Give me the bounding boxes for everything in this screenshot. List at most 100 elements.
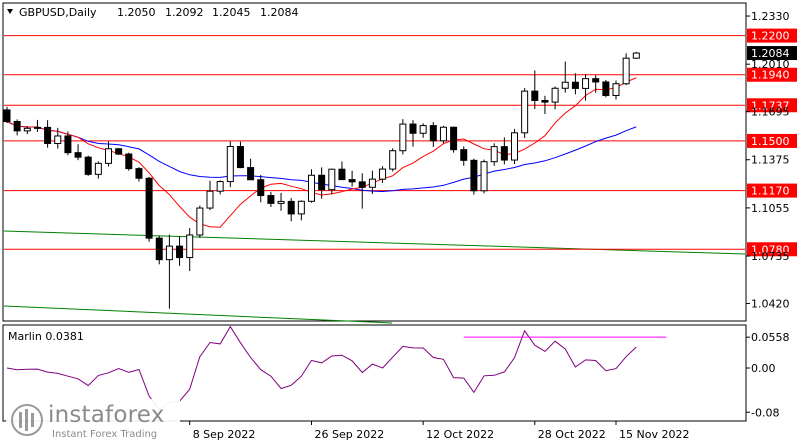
candle-body-bear (84, 156, 92, 175)
price-tick-label: 1.1375 (751, 154, 790, 167)
candle (551, 86, 559, 110)
candle-body-bull (511, 132, 518, 161)
candle-body-bull (379, 168, 387, 180)
candle-body-bear (64, 135, 72, 154)
candle-body-bear (115, 148, 123, 155)
candle-body-bear (236, 146, 244, 169)
candle (632, 51, 640, 59)
candle-body-bear (531, 90, 539, 101)
candle-body-bull (165, 245, 173, 261)
green-line-lower (3, 305, 393, 324)
current-price-bg (747, 46, 797, 61)
candle (348, 170, 356, 187)
level-label: 1.1170 (751, 185, 790, 198)
candle-body-bull (612, 83, 620, 96)
candle (287, 198, 295, 222)
level-label-bg (747, 67, 797, 82)
candle (186, 228, 194, 272)
candle-body-bear (3, 109, 11, 123)
current-price-label: 1.2084 (751, 47, 790, 60)
candle-body-bull (216, 181, 224, 192)
main-panel-frame (2, 2, 747, 322)
level-label: 1.1500 (751, 135, 790, 148)
candle (592, 75, 600, 93)
candle (521, 88, 529, 138)
price-tick-label: 1.2330 (751, 10, 790, 23)
candle-body-bear (247, 167, 255, 181)
candle-body-bear (500, 146, 508, 161)
dropdown-arrow-icon[interactable] (7, 9, 13, 14)
candle-body-bull (297, 200, 305, 215)
candle-body-bear (13, 121, 21, 132)
candle (165, 234, 173, 309)
date-label: 8 Sep 2022 (193, 428, 256, 441)
candle (196, 205, 204, 238)
indicator-tick-label: 0.00 (751, 362, 776, 375)
candle (541, 95, 549, 114)
candle-body-bear (125, 153, 133, 170)
candle-body-bear (460, 149, 468, 161)
indicator-tick-label: 0.0558 (751, 331, 790, 344)
candle-body-bull (551, 87, 559, 103)
instaforex-logo-icon (11, 404, 43, 436)
candle (470, 158, 478, 195)
level-label-bg (747, 28, 797, 43)
candle-body-bear (450, 126, 458, 151)
candle-body-bull (480, 161, 488, 192)
candle-body-bull (23, 127, 31, 132)
candle (531, 70, 539, 110)
candle-body-bull (308, 174, 315, 202)
symbol-label: GBPUSD,Daily (19, 6, 97, 19)
candle (54, 127, 62, 149)
candle (480, 159, 488, 194)
candle-body-bull (33, 126, 41, 129)
level-label-bg (747, 133, 797, 148)
green-trend-lines (3, 230, 746, 324)
candle (84, 155, 92, 176)
level-label: 1.2200 (751, 30, 790, 43)
candle (267, 191, 275, 207)
candle (358, 173, 366, 209)
candle (399, 119, 407, 155)
watermark-tagline: Instant Forex Trading (52, 429, 158, 440)
date-label: 15 Nov 2022 (619, 428, 689, 441)
price-tick-label: 1.0420 (751, 297, 790, 310)
candle-body-bear (592, 78, 600, 83)
candle-body-bear (287, 200, 295, 215)
candle-body-bear (409, 123, 417, 134)
candle-body-bull (368, 178, 376, 188)
candle (622, 53, 630, 86)
candle (439, 125, 447, 144)
candle (368, 170, 376, 194)
candle (308, 169, 315, 203)
candle-body-bear (145, 177, 153, 239)
marlin-indicator: 0.0558 0.00 -0.08 (6, 325, 790, 419)
candle-body-bull (521, 90, 529, 134)
marlin-label: Marlin 0.0381 (8, 330, 84, 343)
candle-body-bear (358, 181, 366, 188)
candle-body-bear (602, 81, 610, 96)
candle (23, 126, 31, 135)
candle-body-bull (277, 200, 285, 204)
candle (44, 120, 52, 148)
candlesticks (3, 51, 640, 309)
green-line-upper (3, 230, 746, 255)
candle (226, 141, 234, 188)
marlin-line (6, 325, 637, 411)
candle (500, 137, 508, 165)
close-value: 1.2084 (260, 6, 299, 19)
candle-body-bear (176, 245, 184, 259)
candle-body-bull (582, 78, 590, 89)
candle (409, 120, 417, 147)
level-label: 1.1737 (751, 99, 790, 112)
candle-body-bear (348, 179, 356, 183)
candle-body-bear (155, 237, 163, 261)
indicator-tick-label: -0.08 (751, 406, 779, 419)
candle (511, 128, 518, 164)
candle (490, 143, 498, 166)
price-tick-label: 1.1055 (751, 202, 790, 215)
date-label: 28 Oct 2022 (538, 428, 606, 441)
candle-body-bear (135, 168, 143, 179)
candle (64, 131, 72, 156)
